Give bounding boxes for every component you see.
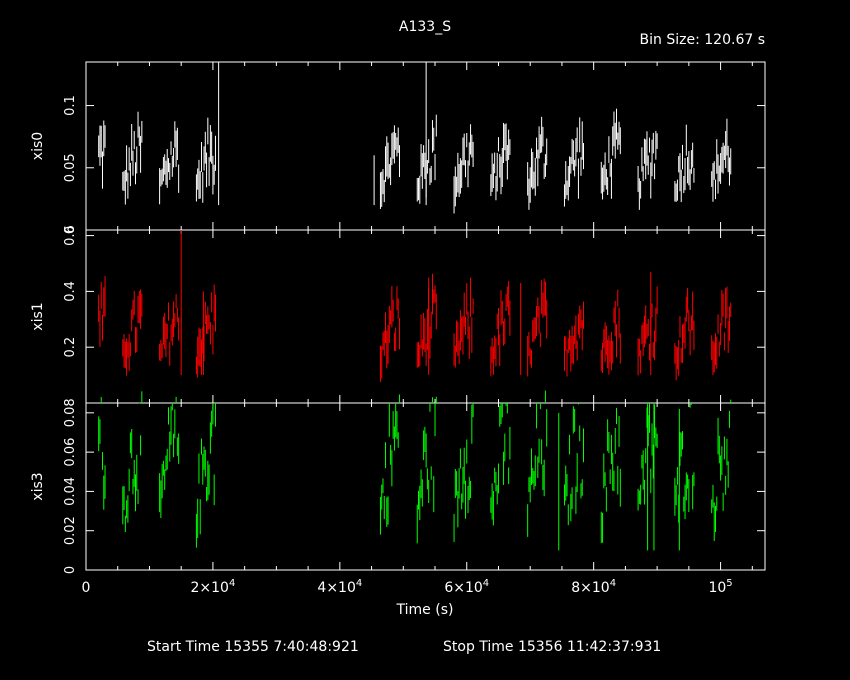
bin-size-label: Bin Size: 120.67 s — [640, 32, 765, 48]
x-axis-label: Time (s) — [396, 602, 454, 618]
panels: 0 0.05 0.1 xis0 0.2 0.4 0.6 xis1 0 0.02 0.04 0.06 0.… — [30, 61, 766, 596]
stop-time-label: Stop Time 15356 11:42:37:931 — [443, 639, 661, 655]
x-tick-label: 2×104 — [191, 578, 236, 596]
x-tick-label: 105 — [708, 578, 732, 596]
y-axis-label: xis3 — [30, 472, 46, 500]
x-tick-label: 8×104 — [571, 578, 616, 596]
x-tick-label: 0 — [82, 580, 91, 596]
x-tick-label: 4×104 — [317, 578, 362, 596]
y-tick-label: 0.6 — [63, 225, 78, 246]
y-tick-label: 0 — [63, 226, 78, 234]
y-tick-label: 0.06 — [63, 438, 78, 467]
series-xis3 — [98, 390, 732, 551]
y-tick-label: 0.1 — [63, 95, 78, 116]
y-tick-label: 0.05 — [63, 153, 78, 182]
x-tick-label: 6×104 — [444, 578, 489, 596]
y-tick-label: 0.08 — [63, 398, 78, 427]
panel-frame — [85, 61, 766, 231]
series-xis0 — [98, 62, 732, 214]
y-tick-label: 0.04 — [63, 477, 78, 506]
y-tick-label: 0.02 — [63, 516, 78, 545]
panel-xis0: 0 0.05 0.1 xis0 — [30, 61, 766, 234]
y-axis-label: xis1 — [30, 302, 46, 330]
y-tick-label: 0 — [63, 566, 78, 574]
panel-frame — [85, 229, 766, 404]
y-tick-label: 0.2 — [63, 337, 78, 358]
panel-xis3: 0 0.02 0.04 0.06 0.08 xis3 — [30, 390, 766, 574]
panel-frame — [85, 402, 766, 571]
start-time-label: Start Time 15355 7:40:48:921 — [147, 639, 359, 655]
series-xis1 — [98, 230, 732, 382]
panel-xis1: 0.2 0.4 0.6 xis1 — [30, 225, 766, 404]
y-axis-label: xis0 — [30, 132, 46, 160]
chart-title: A133_S — [399, 19, 451, 35]
y-tick-label: 0.4 — [63, 281, 78, 302]
